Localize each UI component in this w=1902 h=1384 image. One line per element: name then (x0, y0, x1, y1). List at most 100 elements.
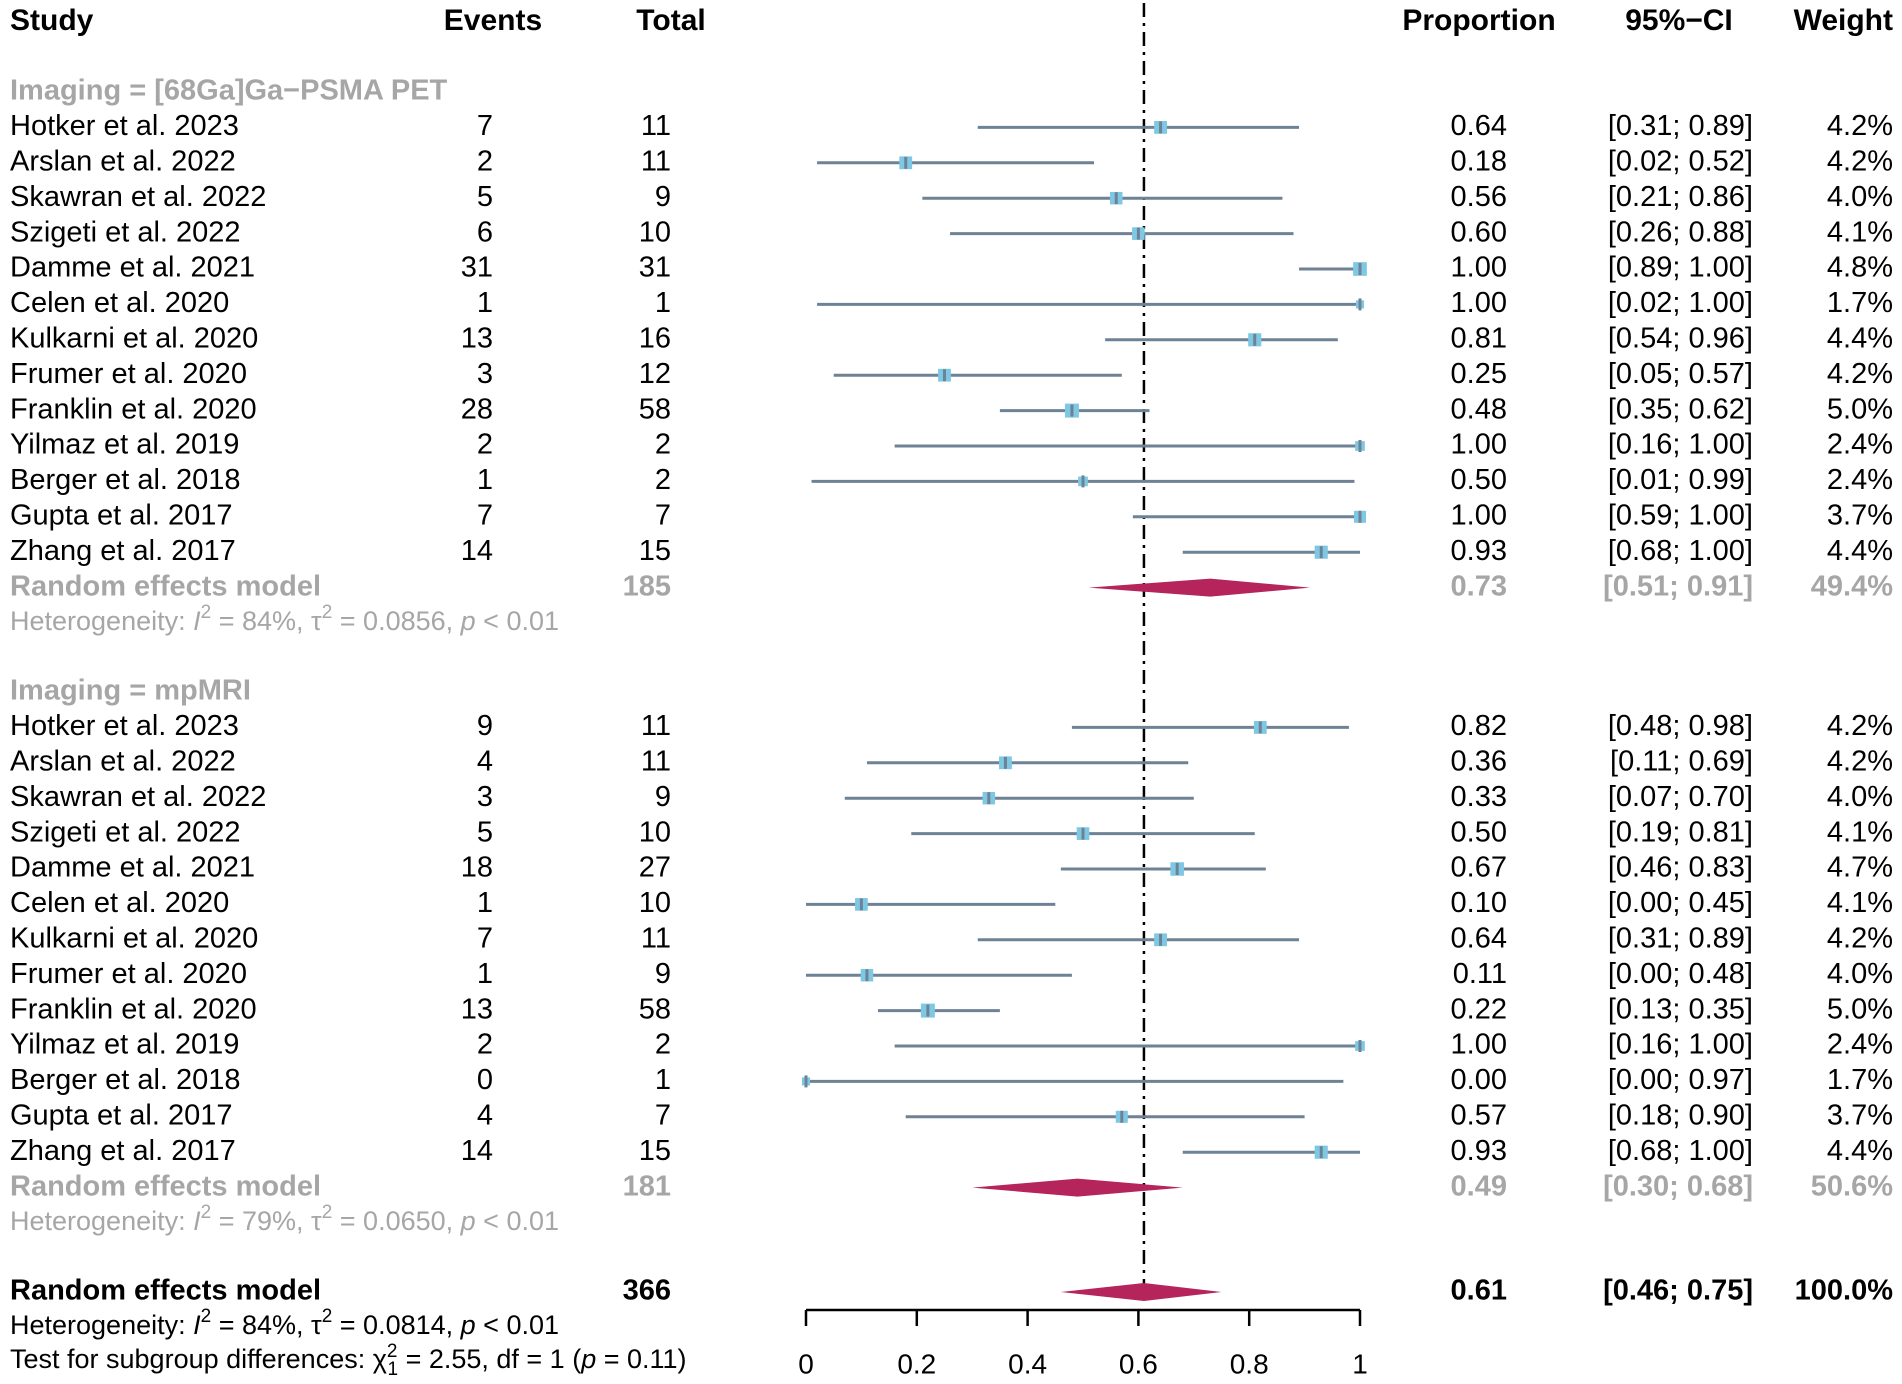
study-total: 58 (639, 993, 671, 1025)
pooled-label: Random effects model (10, 570, 321, 602)
study-proportion: 0.22 (1451, 993, 1507, 1025)
pooled-weight: 50.6% (1811, 1170, 1893, 1202)
study-proportion: 1.00 (1451, 252, 1507, 284)
study-events: 7 (477, 922, 493, 954)
study-events: 14 (461, 1135, 493, 1167)
pooled-ci: [0.51; 0.91] (1603, 570, 1753, 602)
study-ci: [0.54; 0.96] (1608, 322, 1753, 354)
study-events: 5 (477, 816, 493, 848)
overall-proportion: 0.61 (1451, 1275, 1507, 1307)
study-proportion: 0.18 (1451, 145, 1507, 177)
study-total: 10 (639, 887, 671, 919)
study-total: 2 (655, 464, 671, 496)
study-weight: 4.2% (1827, 145, 1893, 177)
study-total: 12 (639, 358, 671, 390)
study-weight: 4.4% (1827, 535, 1893, 567)
study-proportion: 0.82 (1451, 710, 1507, 742)
study-total: 11 (641, 745, 671, 777)
study-total: 10 (639, 216, 671, 248)
study-ci: [0.16; 1.00] (1608, 1029, 1753, 1061)
study-ci: [0.00; 0.48] (1608, 958, 1753, 990)
study-events: 9 (477, 710, 493, 742)
pooled-diamond (1088, 578, 1311, 597)
pooled-ci: [0.30; 0.68] (1603, 1170, 1753, 1202)
study-name: Zhang et al. 2017 (10, 1135, 236, 1167)
study-proportion: 1.00 (1451, 287, 1507, 319)
study-proportion: 0.57 (1451, 1099, 1507, 1131)
subgroup-test-text: Test for subgroup differences: χ2 1 = 2.5… (10, 1341, 687, 1380)
study-proportion: 0.25 (1451, 358, 1507, 390)
study-name: Hotker et al. 2023 (10, 710, 239, 742)
study-ci: [0.18; 0.90] (1608, 1099, 1753, 1131)
study-events: 14 (461, 535, 493, 567)
study-total: 9 (655, 181, 671, 213)
study-ci: [0.05; 0.57] (1608, 358, 1753, 390)
study-total: 7 (655, 1099, 671, 1131)
study-total: 10 (639, 816, 671, 848)
study-weight: 4.0% (1827, 781, 1893, 813)
study-weight: 4.1% (1827, 887, 1893, 919)
study-total: 16 (639, 322, 671, 354)
pooled-weight: 49.4% (1811, 570, 1893, 602)
header-events: Events (444, 4, 542, 37)
study-events: 7 (477, 110, 493, 142)
overall-heterogeneity-text: Heterogeneity: I2 = 84%, τ2 = 0.0814, p … (10, 1306, 559, 1341)
header-weight: Weight (1794, 4, 1893, 37)
plot-lines-layer (804, 3, 1362, 1326)
study-weight: 2.4% (1827, 429, 1893, 461)
study-name: Gupta et al. 2017 (10, 499, 233, 531)
x-tick-label: 0.2 (897, 1348, 936, 1379)
study-ci: [0.02; 1.00] (1608, 287, 1753, 319)
study-proportion: 0.67 (1451, 852, 1507, 884)
study-events: 1 (477, 887, 493, 919)
study-proportion: 0.10 (1451, 887, 1507, 919)
study-total: 58 (639, 393, 671, 425)
study-weight: 4.2% (1827, 922, 1893, 954)
study-name: Szigeti et al. 2022 (10, 816, 241, 848)
study-total: 1 (655, 1064, 671, 1096)
study-name: Arslan et al. 2022 (10, 145, 236, 177)
study-proportion: 0.56 (1451, 181, 1507, 213)
overall-diamond (1060, 1283, 1222, 1301)
overall-weight: 100.0% (1795, 1275, 1894, 1307)
table-text-layer: Study Events Total Proportion 95%−CI Weight Im… (10, 4, 1893, 1380)
study-events: 1 (477, 287, 493, 319)
study-weight: 4.4% (1827, 322, 1893, 354)
study-name: Szigeti et al. 2022 (10, 216, 241, 248)
study-weight: 2.4% (1827, 464, 1893, 496)
study-ci: [0.48; 0.98] (1608, 710, 1753, 742)
group-label: Imaging = mpMRI (10, 675, 251, 707)
study-total: 31 (639, 252, 671, 284)
study-ci: [0.21; 0.86] (1608, 181, 1753, 213)
study-proportion: 0.64 (1451, 110, 1507, 142)
study-weight: 1.7% (1827, 1064, 1893, 1096)
study-proportion: 1.00 (1451, 499, 1507, 531)
study-events: 1 (477, 958, 493, 990)
study-events: 1 (477, 464, 493, 496)
header-total: Total (636, 4, 705, 37)
study-weight: 5.0% (1827, 993, 1893, 1025)
header-proportion: Proportion (1402, 4, 1555, 37)
study-name: Skawran et al. 2022 (10, 181, 266, 213)
study-name: Kulkarni et al. 2020 (10, 322, 258, 354)
study-name: Damme et al. 2021 (10, 252, 255, 284)
study-events: 2 (477, 1029, 493, 1061)
study-proportion: 0.36 (1451, 745, 1507, 777)
study-name: Frumer et al. 2020 (10, 358, 247, 390)
x-tick-label: 0.4 (1008, 1348, 1047, 1379)
study-name: Frumer et al. 2020 (10, 958, 247, 990)
pooled-label: Random effects model (10, 1170, 321, 1202)
study-proportion: 0.50 (1451, 464, 1507, 496)
study-ci: [0.68; 1.00] (1608, 535, 1753, 567)
study-ci: [0.02; 0.52] (1608, 145, 1753, 177)
pooled-proportion: 0.49 (1451, 1170, 1507, 1202)
study-weight: 4.1% (1827, 816, 1893, 848)
study-name: Celen et al. 2020 (10, 887, 229, 919)
study-proportion: 0.60 (1451, 216, 1507, 248)
study-events: 13 (461, 993, 493, 1025)
study-weight: 4.0% (1827, 181, 1893, 213)
heterogeneity-text: Heterogeneity: I2 = 84%, τ2 = 0.0856, p … (10, 602, 559, 637)
study-events: 3 (477, 358, 493, 390)
study-name: Yilmaz et al. 2019 (10, 429, 239, 461)
study-weight: 2.4% (1827, 1029, 1893, 1061)
